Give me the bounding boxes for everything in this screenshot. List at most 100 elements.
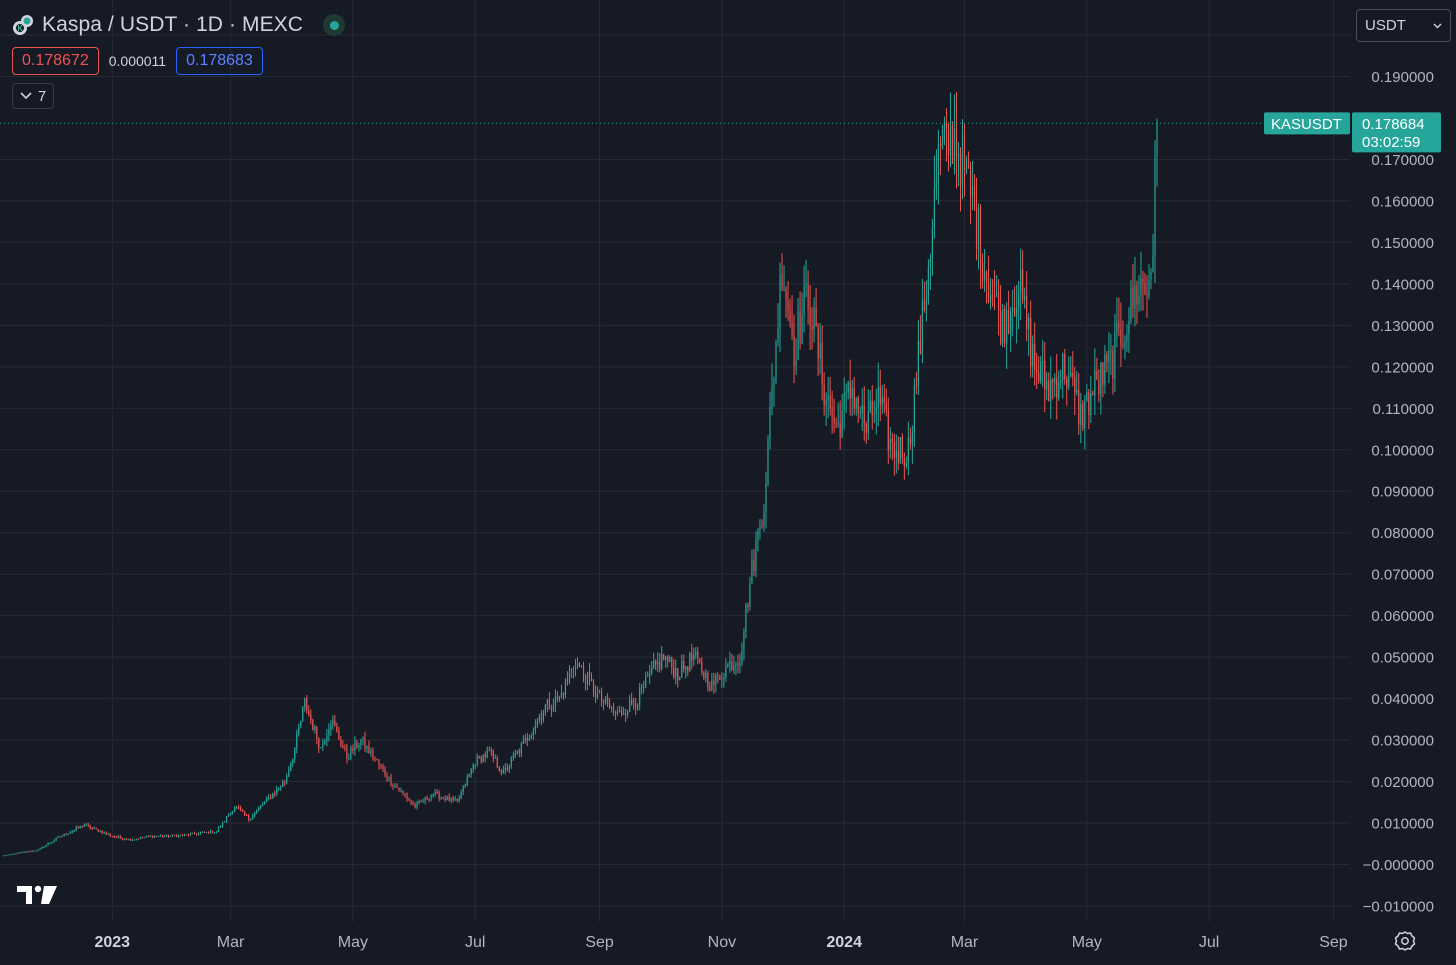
candle-body [1052, 379, 1054, 383]
chevron-down-icon [20, 92, 32, 100]
candle-body [466, 777, 468, 786]
candle-body [1154, 156, 1156, 256]
candle-body [721, 679, 723, 681]
candle-body [1048, 380, 1050, 402]
candle-body [795, 359, 797, 366]
x-tick-label: Mar [217, 934, 245, 951]
candle-body [125, 839, 127, 841]
candle-body [488, 750, 490, 752]
candle-body [109, 834, 111, 837]
candle-body [899, 437, 901, 464]
candle-body [508, 766, 510, 770]
candle-body [1030, 317, 1032, 366]
candle-body [492, 751, 494, 759]
candle-body [1124, 341, 1126, 347]
candle-body [354, 742, 356, 752]
x-tick-label: May [338, 934, 368, 951]
time-axis[interactable]: 2023 Mar May Jul Sep Nov 2024 Mar May Jul Sep [94, 934, 1347, 951]
candle-body [422, 801, 424, 803]
price-axis[interactable]: 0.2000000.1900000.1700000.1600000.150000… [1363, 28, 1434, 916]
market-open-status-icon[interactable] [323, 14, 346, 36]
candle-body [310, 714, 312, 721]
tradingview-logo[interactable] [17, 884, 57, 911]
candle-body [825, 400, 827, 406]
buy-price-button[interactable]: 0.178683 [176, 47, 263, 75]
sell-price-button[interactable]: 0.178672 [12, 47, 99, 75]
currency-select[interactable]: USDT [1356, 9, 1451, 42]
settings-gear-icon[interactable] [1394, 930, 1416, 952]
candle-body [831, 408, 833, 418]
candle-body [707, 672, 709, 688]
candle-body [288, 770, 290, 776]
candle-body [95, 828, 97, 830]
candle-body [187, 834, 190, 836]
candle-body [711, 680, 713, 691]
candle-body [635, 704, 637, 708]
candle-body [55, 837, 57, 841]
candle-body [807, 284, 809, 309]
candle-body [631, 700, 633, 704]
candle-body [137, 838, 139, 840]
candle-body [478, 755, 480, 757]
candle-body [416, 802, 418, 808]
candle-body [11, 853, 13, 855]
candle-body [460, 791, 462, 798]
indicators-collapse-button[interactable]: 7 [12, 83, 54, 109]
candle-body [254, 812, 256, 816]
candle-body [809, 308, 811, 327]
candle-body [91, 828, 93, 830]
chevron-down-icon [1433, 23, 1442, 28]
candle-body [675, 668, 677, 678]
candle-body [1106, 354, 1108, 363]
candle-body [107, 834, 109, 836]
candle-body [59, 836, 61, 838]
candle-body [608, 703, 611, 709]
candle-body [424, 797, 426, 802]
candle-body [633, 703, 635, 705]
candle-body [761, 525, 763, 527]
candle-body [1072, 372, 1074, 378]
candle-body [739, 663, 741, 667]
candle-body [713, 680, 715, 685]
candle-body [685, 666, 687, 670]
candle-body [743, 631, 745, 651]
candle-body [765, 483, 767, 512]
x-tick-label: Sep [585, 934, 614, 951]
candle-body [594, 693, 597, 698]
y-tick-label: 0.070000 [1371, 567, 1434, 584]
candle-body [500, 770, 502, 773]
candle-body [935, 181, 938, 188]
candle-body [586, 671, 589, 685]
candle-body [1076, 390, 1078, 393]
candle-body [1068, 376, 1070, 388]
candle-body [1116, 322, 1118, 334]
candle-body [35, 850, 37, 852]
candle-body [442, 797, 444, 799]
candle-body [294, 747, 296, 759]
candle-body [643, 686, 645, 688]
candle-body [763, 511, 765, 527]
candle-body [225, 816, 228, 822]
candle-body [967, 160, 970, 167]
candle-body [877, 386, 879, 408]
indicators-count: 7 [37, 87, 47, 105]
candle-body [272, 793, 274, 799]
symbol-title[interactable]: Kaspa / USDT · 1D · MEXC [42, 13, 304, 36]
candle-body [801, 314, 803, 344]
candle-body [514, 753, 516, 757]
candle-body [1018, 292, 1020, 308]
y-tick-label: 0.170000 [1371, 152, 1434, 169]
candle-body [342, 745, 344, 748]
candle-body [458, 797, 460, 801]
candle-body [715, 675, 717, 685]
candle-body [406, 795, 408, 800]
candle-body [957, 152, 960, 158]
candle-body [799, 311, 801, 344]
candle-body [596, 692, 599, 698]
candle-body [645, 676, 647, 687]
candle-body [921, 300, 923, 355]
candle-body [853, 388, 855, 409]
candle-body [83, 825, 85, 828]
candle-body [238, 807, 240, 809]
